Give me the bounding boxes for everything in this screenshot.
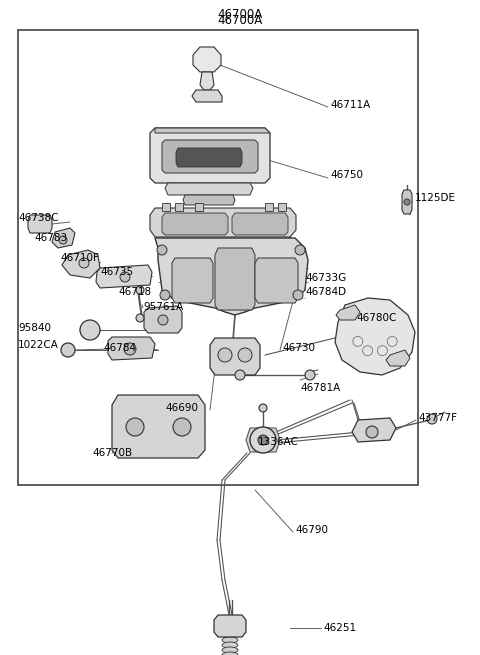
Circle shape — [235, 370, 245, 380]
Polygon shape — [246, 428, 280, 452]
Text: 46710F: 46710F — [60, 253, 99, 263]
Polygon shape — [150, 208, 296, 237]
Polygon shape — [215, 248, 255, 310]
Polygon shape — [80, 326, 100, 334]
Circle shape — [404, 199, 410, 205]
Circle shape — [258, 435, 268, 445]
Circle shape — [61, 343, 75, 357]
Circle shape — [157, 245, 167, 255]
Polygon shape — [335, 298, 415, 375]
Polygon shape — [172, 258, 213, 303]
Circle shape — [295, 245, 305, 255]
Text: 46784: 46784 — [103, 343, 136, 353]
Circle shape — [136, 286, 144, 294]
Ellipse shape — [222, 632, 238, 638]
Bar — [265, 203, 273, 211]
Text: 1022CA: 1022CA — [18, 340, 59, 350]
Polygon shape — [112, 395, 205, 458]
Ellipse shape — [222, 642, 238, 648]
Polygon shape — [214, 615, 246, 637]
Polygon shape — [96, 265, 152, 288]
Circle shape — [366, 426, 378, 438]
Text: 46690: 46690 — [165, 403, 198, 413]
Circle shape — [124, 343, 136, 355]
Polygon shape — [162, 140, 258, 173]
Polygon shape — [352, 418, 396, 442]
Circle shape — [160, 290, 170, 300]
Polygon shape — [144, 306, 182, 333]
Polygon shape — [386, 350, 410, 366]
Text: 46750: 46750 — [330, 170, 363, 180]
Polygon shape — [176, 148, 242, 167]
Polygon shape — [200, 72, 214, 90]
Text: 46784D: 46784D — [305, 287, 346, 297]
Polygon shape — [232, 213, 288, 235]
Ellipse shape — [222, 647, 238, 653]
Text: 46781A: 46781A — [300, 383, 340, 393]
Bar — [175, 203, 183, 211]
Text: 46783: 46783 — [34, 233, 67, 243]
Text: 46780C: 46780C — [356, 313, 396, 323]
Polygon shape — [108, 337, 155, 360]
Ellipse shape — [222, 652, 238, 655]
Text: 95761A: 95761A — [143, 302, 183, 312]
Bar — [162, 203, 170, 211]
Bar — [278, 203, 286, 211]
Circle shape — [250, 427, 276, 453]
Polygon shape — [255, 258, 298, 303]
Circle shape — [173, 418, 191, 436]
Polygon shape — [336, 305, 360, 320]
Ellipse shape — [222, 622, 238, 628]
Bar — [18, 30, 418, 485]
Text: 43777F: 43777F — [418, 413, 457, 423]
Polygon shape — [402, 190, 412, 214]
Polygon shape — [150, 128, 270, 183]
Text: 46700A: 46700A — [217, 7, 263, 20]
Circle shape — [79, 258, 89, 268]
Circle shape — [120, 272, 130, 282]
Circle shape — [259, 404, 267, 412]
Circle shape — [59, 236, 67, 244]
Polygon shape — [28, 215, 52, 233]
Circle shape — [218, 348, 232, 362]
Circle shape — [80, 320, 100, 340]
Polygon shape — [155, 128, 270, 133]
Bar — [195, 203, 203, 211]
Polygon shape — [210, 338, 260, 375]
Ellipse shape — [222, 637, 238, 643]
Text: 46251: 46251 — [323, 623, 356, 633]
Text: 1336AC: 1336AC — [258, 437, 299, 447]
Text: 46700A: 46700A — [217, 14, 263, 27]
Circle shape — [305, 370, 315, 380]
Polygon shape — [193, 47, 221, 72]
Polygon shape — [183, 195, 235, 205]
Polygon shape — [155, 238, 308, 315]
Text: 46735: 46735 — [100, 267, 133, 277]
Circle shape — [293, 290, 303, 300]
Polygon shape — [162, 213, 228, 235]
Polygon shape — [62, 250, 100, 278]
Text: 95840: 95840 — [18, 323, 51, 333]
Text: 1125DE: 1125DE — [415, 193, 456, 203]
Polygon shape — [192, 90, 222, 102]
Text: 46718: 46718 — [118, 287, 151, 297]
Polygon shape — [52, 228, 75, 248]
Text: 46790: 46790 — [295, 525, 328, 535]
Circle shape — [427, 414, 437, 424]
Circle shape — [136, 314, 144, 322]
Circle shape — [158, 315, 168, 325]
Text: 46711A: 46711A — [330, 100, 370, 110]
Text: 46730: 46730 — [282, 343, 315, 353]
Text: 46733G: 46733G — [305, 273, 346, 283]
Ellipse shape — [222, 627, 238, 633]
Polygon shape — [165, 183, 253, 195]
Text: 46770B: 46770B — [92, 448, 132, 458]
Circle shape — [126, 418, 144, 436]
Circle shape — [238, 348, 252, 362]
Text: 46738C: 46738C — [18, 213, 59, 223]
